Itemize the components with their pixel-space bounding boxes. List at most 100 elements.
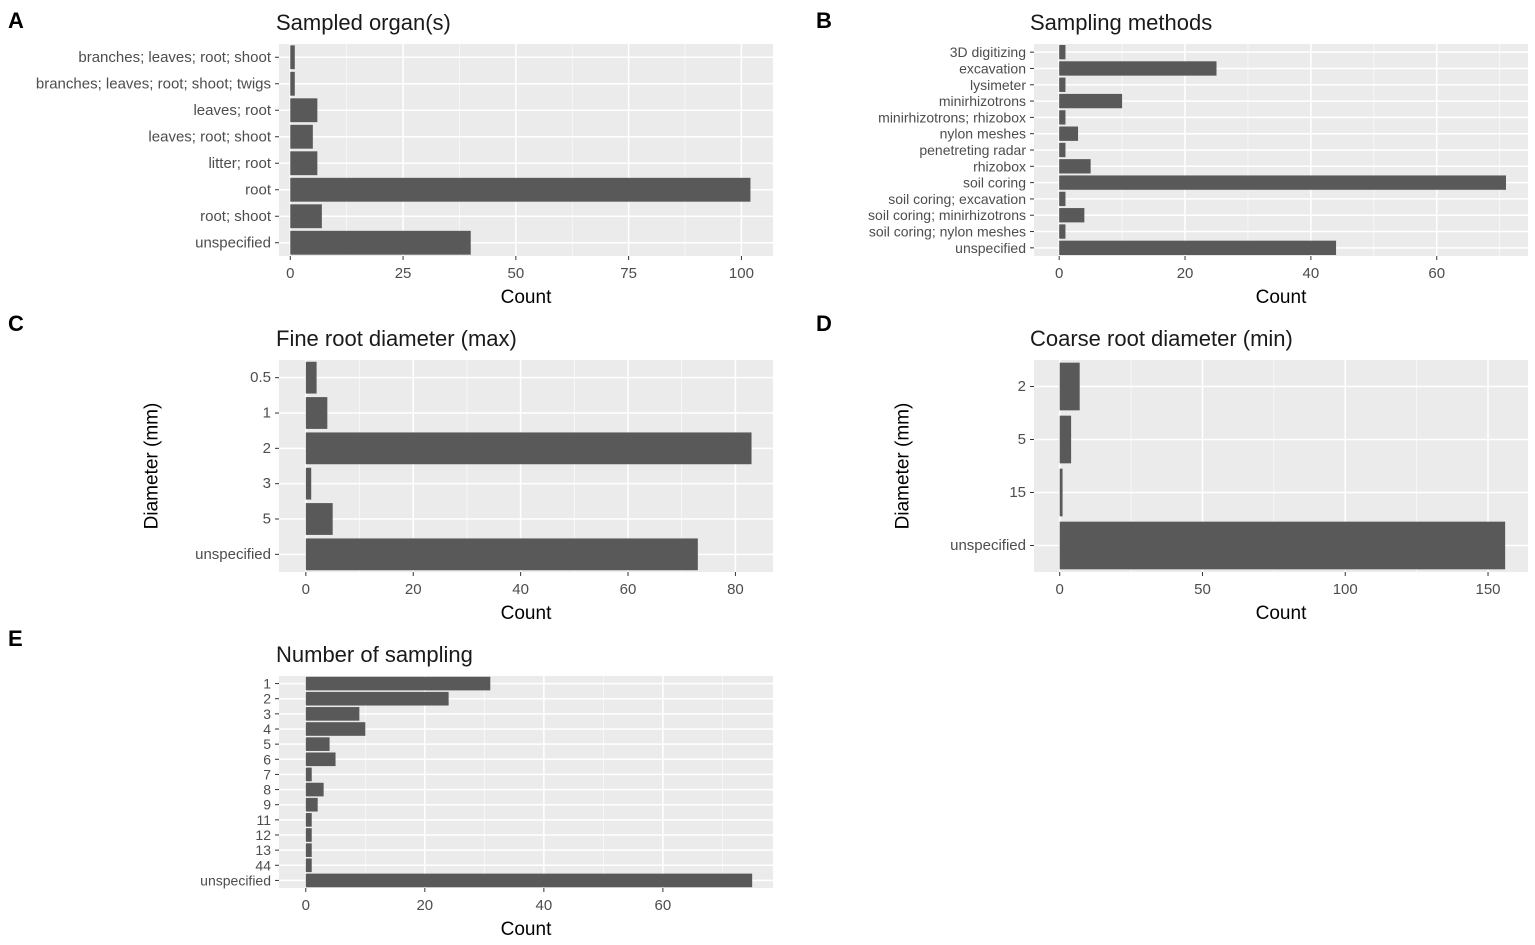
y-tick-label-e-8: 9 bbox=[263, 797, 271, 813]
x-tick-label-b-0: 0 bbox=[1055, 265, 1063, 282]
bar-b-6 bbox=[1059, 142, 1066, 158]
x-tick-label-e-2: 40 bbox=[536, 897, 553, 914]
x-tick-label-b-2: 40 bbox=[1303, 265, 1320, 282]
bar-b-1 bbox=[1059, 61, 1217, 76]
y-tick-label-b-8: soil coring bbox=[963, 175, 1026, 191]
y-tick-label-a-7: unspecified bbox=[195, 234, 271, 251]
y-tick-label-c-2: 2 bbox=[263, 440, 271, 457]
bar-b-2 bbox=[1059, 77, 1066, 92]
bar-b-12 bbox=[1059, 240, 1337, 256]
bar-b-7 bbox=[1059, 159, 1091, 174]
bar-c-3 bbox=[305, 467, 312, 500]
y-tick-label-b-5: nylon meshes bbox=[940, 126, 1026, 142]
y-tick-label-c-3: 3 bbox=[263, 475, 271, 492]
x-tick-label-d-1: 50 bbox=[1194, 581, 1211, 598]
y-tick-label-a-0: branches; leaves; root; shoot bbox=[78, 49, 271, 66]
y-tick-label-b-6: penetreting radar bbox=[919, 142, 1026, 158]
y-tick-label-c-4: 5 bbox=[263, 511, 271, 528]
bar-d-0 bbox=[1059, 362, 1080, 411]
bar-e-11 bbox=[305, 843, 312, 857]
x-tick-label-c-4: 80 bbox=[727, 581, 744, 598]
x-tick-label-b-1: 20 bbox=[1177, 265, 1194, 282]
bar-c-0 bbox=[305, 361, 317, 394]
chart-panel-c: 0.5 1 2 3 5 unspecified 0 20 40 60 80 Count Diameter… bbox=[142, 360, 773, 624]
bar-a-6 bbox=[290, 204, 322, 229]
bar-e-3 bbox=[305, 722, 366, 736]
bar-d-3 bbox=[1059, 521, 1506, 570]
bar-e-9 bbox=[305, 813, 312, 827]
bar-e-2 bbox=[305, 707, 360, 721]
plot-background-e bbox=[279, 676, 773, 888]
y-tick-label-e-3: 4 bbox=[263, 721, 271, 737]
y-tick-label-e-12: 44 bbox=[255, 857, 271, 873]
bar-a-2 bbox=[290, 98, 318, 123]
chart-title-d: Coarse root diameter (min) bbox=[1030, 326, 1293, 351]
chart-panel-a: branches; leaves; root; shoot branches; l… bbox=[36, 44, 773, 308]
y-tick-label-c-5: unspecified bbox=[195, 546, 271, 563]
y-tick-label-e-5: 6 bbox=[263, 751, 271, 767]
y-tick-label-e-11: 13 bbox=[255, 842, 271, 858]
y-tick-label-b-12: unspecified bbox=[955, 240, 1026, 256]
panel-letter-a: A bbox=[8, 8, 24, 33]
y-tick-label-e-4: 5 bbox=[263, 736, 271, 752]
y-tick-label-b-1: excavation bbox=[959, 60, 1026, 76]
chart-panel-d: 2 5 15 unspecified 0 50 100 150 Count Diameter (m… bbox=[893, 360, 1528, 624]
bar-e-7 bbox=[305, 782, 324, 797]
panel-letter-d: D bbox=[816, 311, 832, 336]
y-tick-label-e-1: 2 bbox=[263, 691, 271, 707]
y-tick-label-b-4: minirhizotrons; rhizobox bbox=[878, 109, 1026, 125]
bar-e-1 bbox=[305, 691, 449, 706]
bar-d-2 bbox=[1059, 468, 1063, 517]
y-tick-label-b-3: minirhizotrons bbox=[939, 93, 1026, 109]
y-tick-label-e-6: 7 bbox=[263, 766, 271, 782]
y-tick-label-e-9: 11 bbox=[256, 812, 271, 828]
y-tick-label-b-9: soil coring; excavation bbox=[888, 191, 1026, 207]
bar-a-5 bbox=[290, 177, 751, 202]
bar-a-1 bbox=[290, 71, 295, 96]
bar-a-3 bbox=[290, 124, 313, 149]
x-tick-label-a-1: 25 bbox=[395, 265, 412, 282]
panel-letter-c: C bbox=[8, 311, 24, 336]
x-tick-label-d-0: 0 bbox=[1056, 581, 1064, 598]
x-tick-label-a-0: 0 bbox=[286, 265, 294, 282]
bar-b-11 bbox=[1059, 224, 1066, 239]
y-tick-label-e-0: 1 bbox=[263, 676, 271, 692]
x-tick-label-a-3: 75 bbox=[620, 265, 637, 282]
chart-panel-b: 3D digitizingexcavationlysimeterminirhiz… bbox=[868, 44, 1528, 308]
x-tick-label-e-1: 20 bbox=[416, 897, 433, 914]
bar-b-9 bbox=[1059, 191, 1066, 207]
bar-e-12 bbox=[305, 858, 312, 873]
y-tick-label-d-3: unspecified bbox=[950, 537, 1026, 554]
y-tick-label-a-6: root; shoot bbox=[200, 208, 272, 225]
bar-b-0 bbox=[1059, 44, 1066, 60]
y-tick-label-b-11: soil coring; nylon meshes bbox=[869, 224, 1026, 240]
x-tick-label-e-3: 60 bbox=[655, 897, 672, 914]
panel-letter-b: B bbox=[816, 8, 832, 33]
bar-e-8 bbox=[305, 797, 318, 812]
bar-c-2 bbox=[305, 432, 752, 465]
bar-c-1 bbox=[305, 397, 328, 429]
x-axis-title-c: Count bbox=[501, 603, 552, 624]
y-tick-label-b-2: lysimeter bbox=[970, 77, 1026, 93]
x-tick-label-a-2: 50 bbox=[508, 265, 525, 282]
bar-b-4 bbox=[1059, 110, 1066, 125]
y-axis-title-d: Diameter (mm) bbox=[893, 403, 914, 530]
x-tick-label-c-1: 20 bbox=[405, 581, 422, 598]
y-tick-label-d-1: 5 bbox=[1018, 431, 1026, 448]
x-tick-label-e-0: 0 bbox=[302, 897, 310, 914]
x-tick-label-c-0: 0 bbox=[302, 581, 310, 598]
y-tick-label-b-7: rhizobox bbox=[973, 158, 1026, 174]
bar-c-5 bbox=[305, 538, 698, 571]
y-tick-label-a-1: branches; leaves; root; shoot; twigs bbox=[36, 75, 271, 92]
chart-title-c: Fine root diameter (max) bbox=[276, 326, 517, 351]
y-tick-label-e-10: 12 bbox=[255, 827, 271, 843]
bar-e-13 bbox=[305, 873, 753, 888]
y-tick-label-e-7: 8 bbox=[263, 782, 271, 798]
panel-letter-e: E bbox=[8, 626, 23, 651]
bar-b-3 bbox=[1059, 93, 1123, 109]
x-tick-label-c-2: 40 bbox=[512, 581, 529, 598]
chart-title-b: Sampling methods bbox=[1030, 10, 1213, 35]
y-tick-label-a-5: root bbox=[245, 181, 272, 198]
x-axis-title-d: Count bbox=[1256, 603, 1307, 624]
